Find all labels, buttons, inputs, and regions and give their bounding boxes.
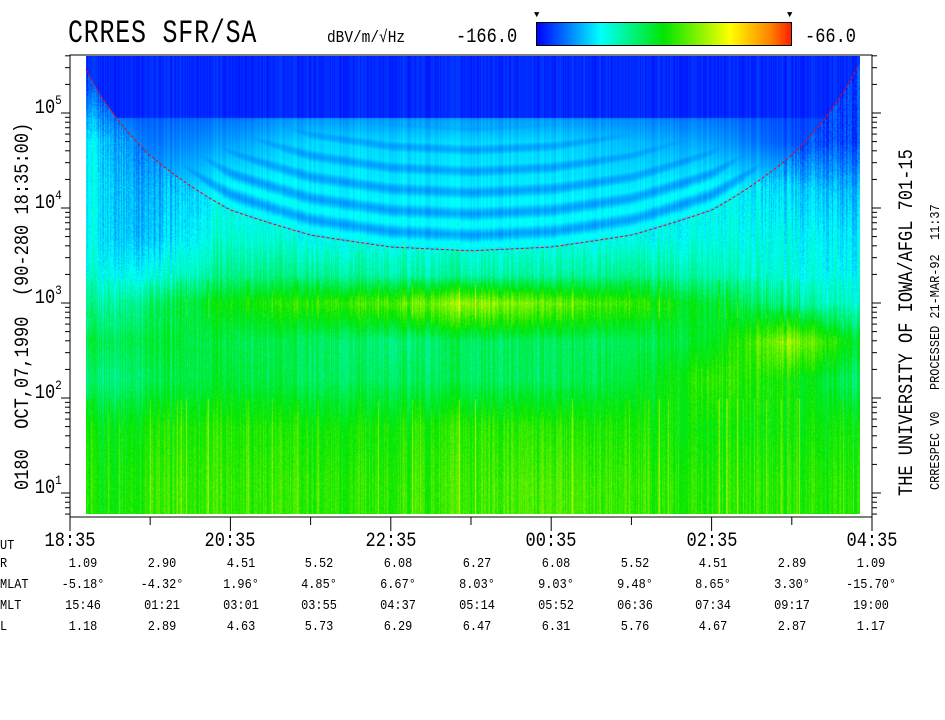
ephemeris-cell: 1.96° bbox=[222, 577, 259, 593]
ephemeris-cell: 5.76 bbox=[620, 619, 649, 635]
ephemeris-cell: 9.03° bbox=[537, 577, 574, 593]
ephemeris-cell: 5.73 bbox=[305, 619, 334, 635]
ephemeris-cell: 04:37 bbox=[380, 598, 417, 614]
ephemeris-row-label: MLAT bbox=[0, 577, 29, 593]
ephemeris-cell: 4.51 bbox=[699, 556, 728, 572]
ephemeris-cell: -15.70° bbox=[846, 577, 896, 593]
ephemeris-cell: 2.90 bbox=[147, 556, 177, 572]
ephemeris-cell: -5.18° bbox=[61, 577, 105, 593]
right-processing-label: CRRESPEC V0 PROCESSED 21-MAR-92 11:37 bbox=[928, 204, 944, 490]
ephemeris-cell: 6.08 bbox=[541, 556, 571, 572]
ephemeris-cell: 6.08 bbox=[383, 556, 413, 572]
ephemeris-row-label: L bbox=[0, 619, 8, 635]
x-tick-label: 02:35 bbox=[686, 530, 738, 553]
ephemeris-row-label: UT bbox=[0, 538, 15, 554]
ephemeris-cell: 6.67° bbox=[380, 577, 417, 593]
ephemeris-cell: 9.48° bbox=[616, 577, 653, 593]
ephemeris-cell: -4.32° bbox=[140, 577, 184, 593]
ephemeris-cell: 8.03° bbox=[459, 577, 495, 593]
y-tick-exponent: 4 bbox=[55, 188, 62, 203]
left-date-label: 0180 OCT,07,1990 (90-280 18:35:00) bbox=[12, 122, 35, 490]
y-tick-exponent: 1 bbox=[55, 473, 62, 488]
ephemeris-row-label: R bbox=[0, 556, 8, 572]
ephemeris-cell: 1.17 bbox=[856, 619, 886, 635]
y-tick-base: 10 bbox=[34, 477, 56, 500]
ephemeris-cell: 8.65° bbox=[695, 577, 732, 593]
ephemeris-cell: 4.63 bbox=[226, 619, 255, 635]
ephemeris-cell: 4.85° bbox=[301, 577, 338, 593]
y-tick-base: 10 bbox=[34, 97, 56, 120]
ephemeris-cell: 2.89 bbox=[777, 556, 807, 572]
ephemeris-cell: 03:01 bbox=[222, 598, 259, 614]
ephemeris-cell: 03:55 bbox=[301, 598, 338, 614]
y-tick-label: 104 bbox=[34, 188, 62, 215]
colorbar-max-label: -66.0 bbox=[805, 26, 857, 49]
y-tick-exponent: 3 bbox=[55, 283, 62, 298]
ephemeris-cell: 1.18 bbox=[68, 619, 98, 635]
ephemeris-cell: 06:36 bbox=[616, 598, 653, 614]
y-tick-base: 10 bbox=[34, 382, 56, 405]
ephemeris-cell: 6.29 bbox=[383, 619, 413, 635]
ephemeris-cell: 3.30° bbox=[774, 577, 811, 593]
right-institution-label: THE UNIVERSITY OF IOWA/AFGL 701-15 bbox=[896, 149, 919, 496]
colorbar-unit: dBV/m/√Hz bbox=[327, 29, 406, 48]
ephemeris-cell: 1.09 bbox=[856, 556, 886, 572]
ephemeris-cell: 09:17 bbox=[774, 598, 811, 614]
y-tick-label: 102 bbox=[34, 378, 62, 405]
colorbar-min-label: -166.0 bbox=[456, 26, 518, 49]
y-tick-exponent: 2 bbox=[55, 378, 62, 393]
x-tick-label: 22:35 bbox=[365, 530, 417, 553]
y-tick-base: 10 bbox=[34, 192, 56, 215]
spectrogram-heatmap bbox=[86, 56, 860, 514]
frequency-curve bbox=[85, 65, 859, 252]
y-tick-exponent: 5 bbox=[55, 93, 62, 108]
ephemeris-cell: 2.87 bbox=[777, 619, 807, 635]
ephemeris-cell: 05:14 bbox=[459, 598, 495, 614]
x-tick-label: 20:35 bbox=[204, 530, 256, 553]
ephemeris-cell: 19:00 bbox=[853, 598, 889, 614]
ephemeris-row-label: MLT bbox=[0, 598, 22, 614]
plot-frame bbox=[69, 54, 873, 518]
y-tick-label: 103 bbox=[34, 283, 62, 310]
ephemeris-cell: 01:21 bbox=[143, 598, 180, 614]
colorbar-max-marker-icon: ▼ bbox=[787, 10, 793, 20]
y-tick-base: 10 bbox=[34, 287, 56, 310]
ephemeris-cell: 05:52 bbox=[537, 598, 574, 614]
colorbar bbox=[536, 22, 792, 46]
ephemeris-cell: 1.09 bbox=[68, 556, 98, 572]
x-tick-label: 18:35 bbox=[44, 530, 96, 553]
ephemeris-cell: 4.67 bbox=[699, 619, 728, 635]
x-tick-label: 04:35 bbox=[846, 530, 898, 553]
ephemeris-cell: 5.52 bbox=[620, 556, 649, 572]
x-tick-label: 00:35 bbox=[525, 530, 577, 553]
ephemeris-cell: 07:34 bbox=[695, 598, 732, 614]
plot-title: CRRES SFR/SA bbox=[68, 15, 258, 52]
ephemeris-cell: 15:46 bbox=[65, 598, 101, 614]
y-tick-label: 101 bbox=[34, 473, 62, 500]
ephemeris-cell: 2.89 bbox=[147, 619, 177, 635]
y-tick-label: 105 bbox=[34, 93, 62, 120]
ephemeris-cell: 6.31 bbox=[541, 619, 571, 635]
ephemeris-cell: 6.27 bbox=[462, 556, 492, 572]
colorbar-min-marker-icon: ▼ bbox=[534, 10, 540, 20]
ephemeris-cell: 6.47 bbox=[462, 619, 492, 635]
ephemeris-cell: 5.52 bbox=[305, 556, 334, 572]
ephemeris-cell: 4.51 bbox=[226, 556, 255, 572]
